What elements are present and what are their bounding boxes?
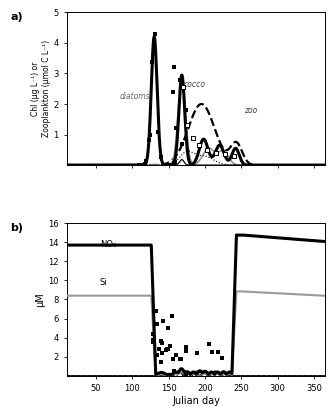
Point [159,339,164,346]
Point [190,134,195,141]
Point [159,349,164,356]
Point [163,347,168,353]
Point [168,342,173,349]
Point [231,153,237,159]
Text: NO₃: NO₃ [100,240,116,249]
Point [177,76,182,83]
Point [150,339,155,346]
Point [167,162,172,169]
Point [150,331,155,338]
Y-axis label: μM: μM [35,292,45,307]
Point [142,161,148,167]
Point [141,161,147,168]
Point [150,59,155,66]
Point [183,107,188,114]
Point [169,312,175,319]
Point [209,349,214,355]
Point [180,84,185,90]
Point [136,162,142,169]
Point [164,346,169,352]
Point [158,153,163,160]
Point [165,345,171,352]
Point [157,345,162,352]
Point [173,352,178,359]
Point [146,136,152,143]
Point [172,368,177,375]
Point [178,356,183,363]
Point [153,308,158,314]
Text: cocco: cocco [183,80,205,89]
Point [155,129,161,135]
Point [183,372,188,378]
Text: Si: Si [100,278,107,287]
Point [141,161,147,168]
Y-axis label: Chl (μg L⁻¹) or
Zooplankton (μmol C L⁻¹): Chl (μg L⁻¹) or Zooplankton (μmol C L⁻¹) [31,40,51,137]
Point [150,337,155,344]
Point [206,341,212,347]
Point [194,349,199,356]
Point [158,359,163,366]
Point [158,338,163,344]
Point [197,142,202,149]
Point [160,317,165,324]
Point [179,356,184,362]
Point [220,354,225,361]
Point [138,162,143,169]
Point [170,88,176,95]
Point [158,154,163,161]
Point [147,132,152,139]
Point [223,151,228,158]
X-axis label: Julian day: Julian day [172,396,220,406]
Point [172,160,177,166]
Point [162,162,168,169]
Point [152,31,157,37]
Point [163,162,169,169]
Text: diatoms: diatoms [119,93,150,102]
Point [213,150,219,156]
Text: a): a) [10,12,23,22]
Point [172,158,178,165]
Text: zoo: zoo [244,106,257,115]
Point [142,161,148,167]
Point [172,64,177,71]
Point [183,344,189,351]
Point [170,356,176,363]
Point [179,140,185,147]
Point [144,158,149,165]
Point [216,349,221,356]
Point [165,325,171,332]
Point [184,348,189,355]
Point [155,321,160,328]
Point [168,162,174,169]
Point [154,352,159,358]
Point [174,125,179,132]
Point [184,122,190,129]
Point [204,147,209,153]
Text: b): b) [10,223,23,233]
